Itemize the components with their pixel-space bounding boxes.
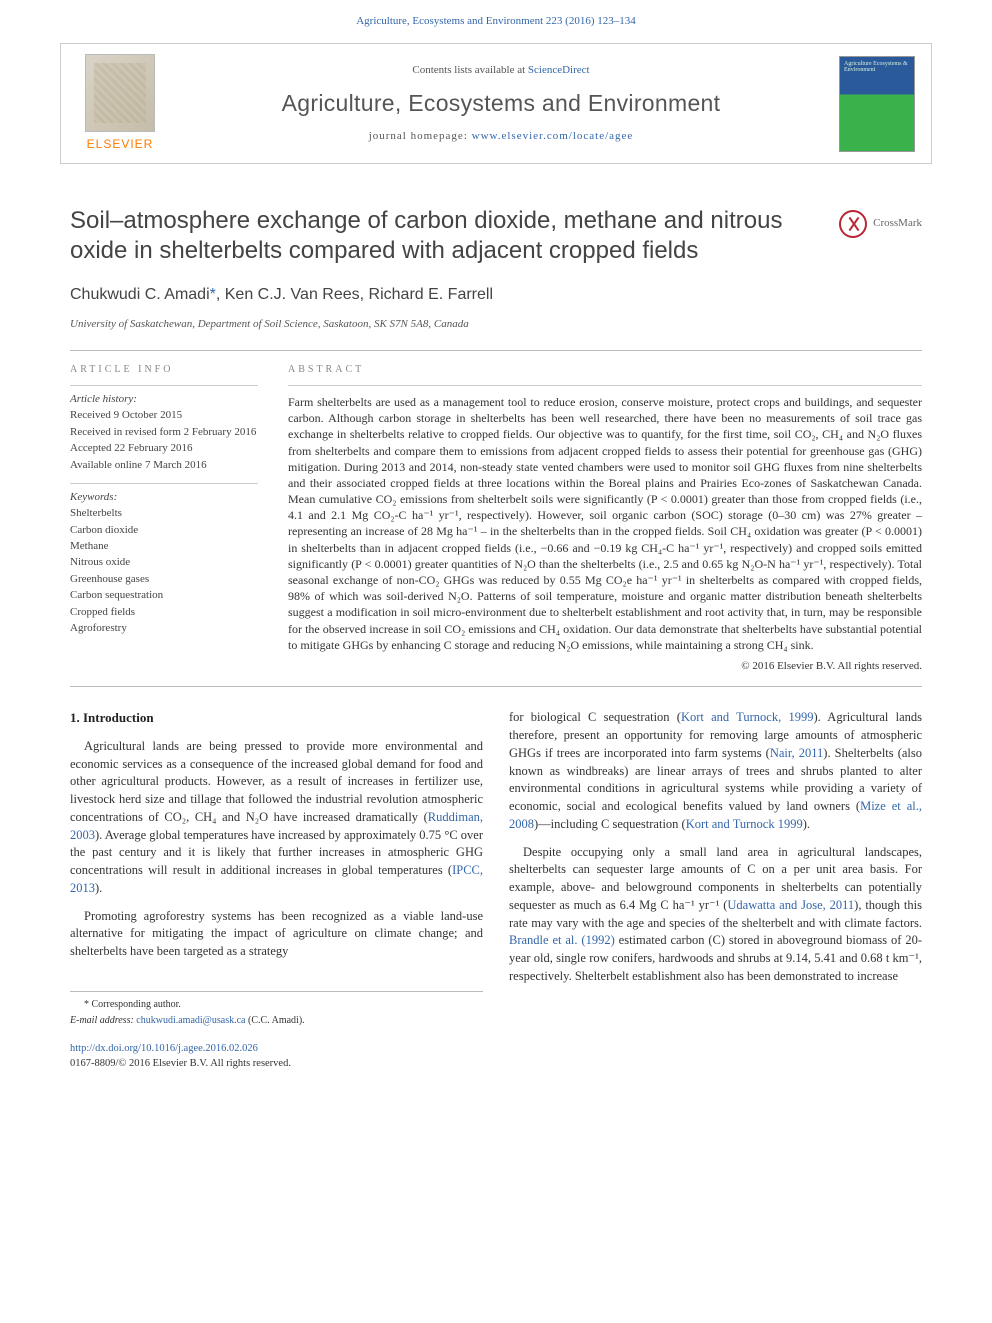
- issn-line: 0167-8809/© 2016 Elsevier B.V. All right…: [70, 1057, 922, 1072]
- divider-kw: [70, 483, 258, 484]
- email-label: E-mail address:: [70, 1015, 136, 1026]
- para-text: )—including C sequestration (: [534, 817, 686, 831]
- keywords-label: Keywords:: [70, 490, 258, 505]
- corr-label: * Corresponding author.: [70, 998, 483, 1012]
- keyword: Greenhouse gases: [70, 572, 258, 587]
- publisher-block: ELSEVIER: [77, 54, 163, 153]
- author-1: Chukwudi C. Amadi: [70, 286, 210, 303]
- corresponding-asterisk: *: [210, 286, 216, 303]
- keyword: Cropped fields: [70, 605, 258, 620]
- keyword: Carbon sequestration: [70, 588, 258, 603]
- divider-info: [70, 385, 258, 386]
- left-column: 1. Introduction Agricultural lands are b…: [70, 709, 483, 1030]
- keyword: Nitrous oxide: [70, 555, 258, 570]
- citation-link[interactable]: Udawatta and Jose, 2011: [727, 898, 854, 912]
- article-info-col: ARTICLE INFO Article history: Received 9…: [70, 363, 258, 674]
- doi-link[interactable]: http://dx.doi.org/10.1016/j.agee.2016.02…: [70, 1042, 922, 1057]
- divider-abs: [288, 385, 922, 386]
- contents-pre: Contents lists available at: [412, 64, 527, 76]
- email-line: E-mail address: chukwudi.amadi@usask.ca …: [70, 1014, 483, 1028]
- para-text: Agricultural lands are being pressed to …: [70, 739, 483, 824]
- contents-list-line: Contents lists available at ScienceDirec…: [163, 63, 839, 78]
- journal-homepage-line: journal homepage: www.elsevier.com/locat…: [163, 129, 839, 144]
- keyword: Methane: [70, 539, 258, 554]
- article-info-heading: ARTICLE INFO: [70, 363, 258, 377]
- body-columns: 1. Introduction Agricultural lands are b…: [70, 709, 922, 1030]
- cover-text: Agriculture Ecosystems & Environment: [844, 61, 910, 74]
- author-3: Richard E. Farrell: [369, 286, 493, 303]
- corresponding-author-note: * Corresponding author. E-mail address: …: [70, 991, 483, 1028]
- email-after: (C.C. Amadi).: [245, 1015, 304, 1026]
- divider-top: [70, 350, 922, 351]
- author-list: Chukwudi C. Amadi*, Ken C.J. Van Rees, R…: [70, 284, 922, 306]
- crossmark-label: CrossMark: [873, 216, 922, 231]
- para-text: ).: [803, 817, 810, 831]
- right-column: for biological C sequestration (Kort and…: [509, 709, 922, 1030]
- keyword: Agroforestry: [70, 621, 258, 636]
- publisher-label: ELSEVIER: [77, 136, 163, 153]
- article-history: Article history: Received 9 October 2015…: [70, 392, 258, 473]
- history-item: Accepted 22 February 2016: [70, 441, 258, 456]
- journal-cover-thumb: Agriculture Ecosystems & Environment: [839, 56, 915, 152]
- keyword: Shelterbelts: [70, 506, 258, 521]
- para-text: ).: [95, 881, 102, 895]
- history-item: Available online 7 March 2016: [70, 458, 258, 473]
- history-item: Received 9 October 2015: [70, 408, 258, 423]
- history-label: Article history:: [70, 392, 258, 407]
- abstract-copyright: © 2016 Elsevier B.V. All rights reserved…: [288, 659, 922, 674]
- abstract-text: Farm shelterbelts are used as a manageme…: [288, 394, 922, 653]
- article-title: Soil–atmosphere exchange of carbon dioxi…: [70, 206, 922, 266]
- sciencedirect-link[interactable]: ScienceDirect: [528, 64, 590, 76]
- abstract-col: ABSTRACT Farm shelterbelts are used as a…: [288, 363, 922, 674]
- para-text: ). Average global temperatures have incr…: [70, 828, 483, 878]
- journal-header-box: ELSEVIER Contents lists available at Sci…: [60, 43, 932, 164]
- body-para: Despite occupying only a small land area…: [509, 844, 922, 986]
- header-center: Contents lists available at ScienceDirec…: [163, 63, 839, 144]
- history-item: Received in revised form 2 February 2016: [70, 425, 258, 440]
- citation-link[interactable]: Nair, 2011: [770, 746, 823, 760]
- affiliation: University of Saskatchewan, Department o…: [70, 317, 922, 332]
- divider-bottom: [70, 686, 922, 687]
- body-para: Promoting agroforestry systems has been …: [70, 908, 483, 961]
- author-2: Ken C.J. Van Rees: [225, 286, 360, 303]
- email-link[interactable]: chukwudi.amadi@usask.ca: [136, 1015, 245, 1026]
- meta-row: ARTICLE INFO Article history: Received 9…: [70, 363, 922, 674]
- para-text: for biological C sequestration (: [509, 710, 681, 724]
- article-head: CrossMark Soil–atmosphere exchange of ca…: [70, 206, 922, 332]
- homepage-pre: journal homepage:: [369, 130, 472, 142]
- abstract-heading: ABSTRACT: [288, 363, 922, 377]
- intro-heading: 1. Introduction: [70, 709, 483, 727]
- journal-name: Agriculture, Ecosystems and Environment: [163, 87, 839, 119]
- keywords-block: Keywords: Shelterbelts Carbon dioxide Me…: [70, 490, 258, 637]
- running-header: Agriculture, Ecosystems and Environment …: [0, 0, 992, 35]
- crossmark-icon: [839, 210, 867, 238]
- doi-block: http://dx.doi.org/10.1016/j.agee.2016.02…: [70, 1042, 922, 1071]
- citation-link[interactable]: Brandle et al. (1992): [509, 933, 615, 947]
- crossmark-badge[interactable]: CrossMark: [839, 210, 922, 238]
- citation-link[interactable]: Kort and Turnock, 1999: [681, 710, 813, 724]
- keyword: Carbon dioxide: [70, 523, 258, 538]
- journal-homepage-link[interactable]: www.elsevier.com/locate/agee: [472, 130, 634, 142]
- citation-link[interactable]: Kort and Turnock 1999: [686, 817, 803, 831]
- body-para: Agricultural lands are being pressed to …: [70, 738, 483, 898]
- body-para: for biological C sequestration (Kort and…: [509, 709, 922, 833]
- elsevier-tree-icon: [85, 54, 155, 132]
